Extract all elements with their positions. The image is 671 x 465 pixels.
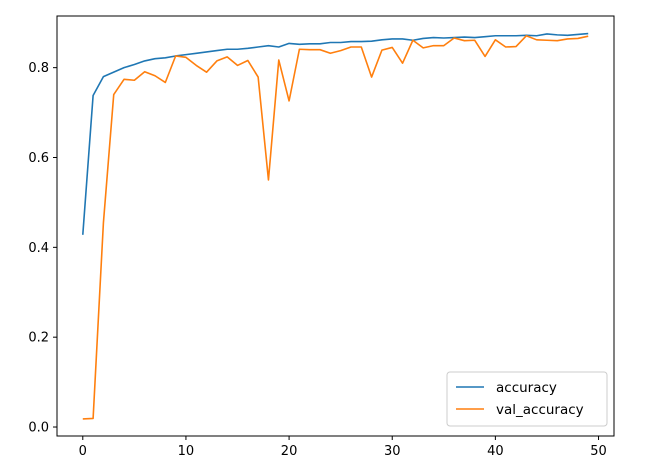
x-tick-label: 0: [79, 444, 87, 459]
axes-layer: 0 10 20 30 40 50 0.0 0.2 0.4 0.6 0.8: [28, 61, 606, 459]
legend-box: [446, 371, 608, 427]
legend-label: val_accuracy: [496, 402, 584, 418]
x-tick-label: 20: [281, 444, 298, 459]
x-tick-label: 40: [487, 444, 504, 459]
legend: accuracy val_accuracy: [446, 371, 608, 427]
series-line-val-accuracy: [82, 34, 589, 420]
y-tick-label: 0.8: [28, 61, 49, 76]
legend-label: accuracy: [496, 380, 557, 396]
series-layer: [81, 32, 589, 420]
series-line-accuracy: [81, 32, 589, 235]
x-tick-label: 50: [590, 444, 607, 459]
y-tick-label: 0.4: [28, 241, 49, 256]
x-tick-label: 30: [384, 444, 401, 459]
y-tick-label: 0.2: [28, 331, 49, 346]
plot-frame: [56, 15, 615, 437]
plot-area: [57, 16, 614, 436]
x-tick-label: 10: [178, 444, 195, 459]
y-tick-label: 0.0: [28, 421, 49, 436]
y-tick-label: 0.6: [28, 151, 49, 166]
